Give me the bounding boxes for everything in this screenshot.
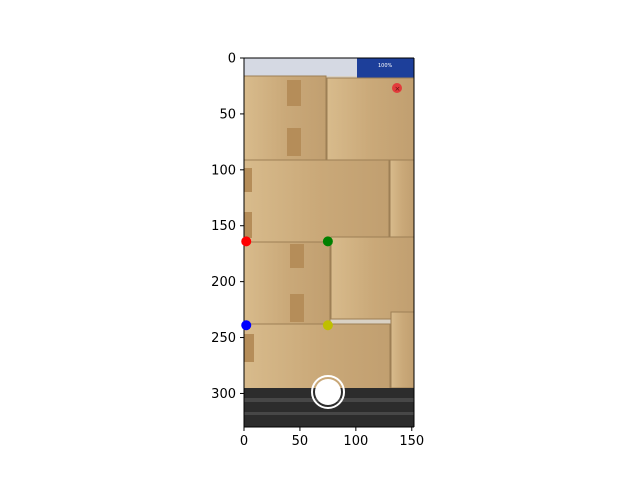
scatter-point — [241, 236, 252, 247]
scatter-points — [241, 236, 333, 331]
y-tick-label: 250 — [211, 331, 236, 346]
x-tick-label: 100 — [343, 434, 368, 449]
box — [330, 236, 414, 320]
camera-photo-background: 100% × — [244, 58, 414, 427]
box-tape — [244, 168, 252, 192]
x-axis-ticks: 0 50 100 150 — [240, 427, 424, 449]
x-tick-label: 0 — [240, 434, 248, 449]
box-tape — [244, 212, 252, 238]
box-tape — [290, 294, 304, 322]
y-tick-label: 300 — [211, 387, 236, 402]
status-bar-blue — [357, 58, 414, 78]
box-tape — [287, 80, 301, 106]
x-tick-label: 150 — [399, 434, 424, 449]
scatter-point — [241, 320, 252, 331]
box — [390, 311, 414, 389]
y-tick-label: 200 — [211, 275, 236, 290]
box — [244, 159, 390, 243]
y-axis-ticks: 0 50 100 150 200 250 300 — [211, 52, 244, 402]
y-tick-label: 150 — [211, 219, 236, 234]
scatter-point — [322, 320, 333, 331]
box-tape — [290, 244, 304, 268]
status-bar-battery-text: 100% — [378, 63, 393, 69]
close-icon[interactable]: × — [392, 83, 402, 93]
box — [244, 241, 331, 327]
box — [389, 159, 414, 239]
x-tick-label: 50 — [292, 434, 309, 449]
y-tick-label: 100 — [211, 163, 236, 178]
scatter-point — [322, 236, 333, 247]
pallet-slat — [244, 412, 414, 415]
box — [244, 75, 327, 161]
y-tick-label: 50 — [219, 107, 236, 122]
box-tape — [287, 128, 301, 156]
shutter-button-icon[interactable] — [311, 375, 345, 409]
y-tick-label: 0 — [228, 52, 236, 67]
box-tape — [244, 334, 254, 362]
svg-text:×: × — [395, 85, 401, 93]
